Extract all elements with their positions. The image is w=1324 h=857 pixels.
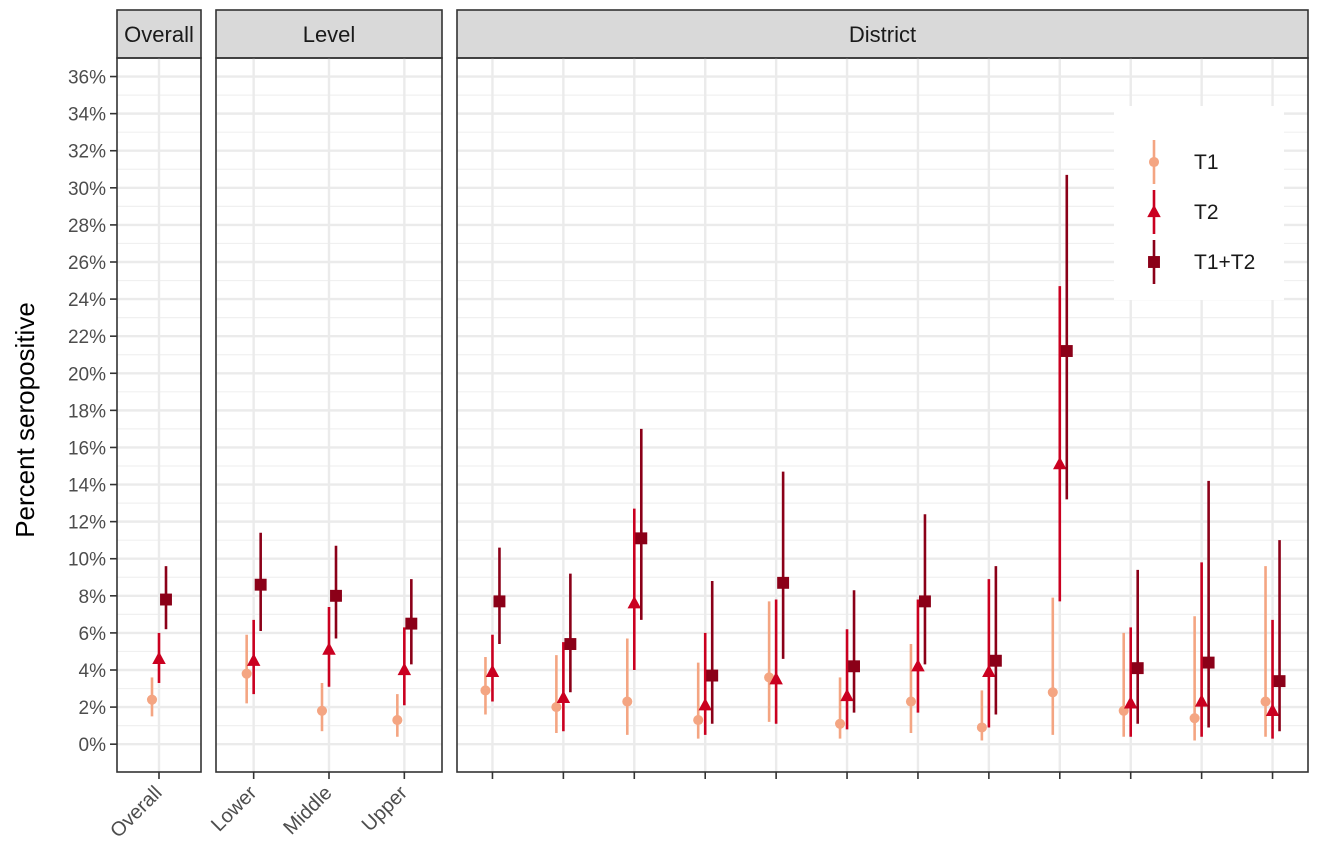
data-point [989, 654, 1002, 667]
data-point [976, 722, 987, 733]
data-point [564, 638, 577, 650]
x-tick-label: Lower [207, 782, 261, 836]
y-tick-label: 32% [68, 142, 106, 163]
data-point [556, 690, 571, 703]
data-point [405, 617, 418, 630]
data-point [480, 685, 491, 696]
series-t1plust2 [493, 174, 1286, 732]
data-point [764, 672, 775, 683]
y-axis: 0% 2% 4% 6% 8% 10% 12% 14% 16% 18% 20% 22% 24% 26% 28%… [68, 68, 117, 756]
data-point [1265, 703, 1280, 716]
legend-label: T1 [1194, 151, 1219, 174]
data-point [777, 576, 790, 589]
y-tick-label: 10% [68, 550, 106, 571]
data-point [322, 642, 336, 655]
data-point [848, 660, 860, 673]
data-point [982, 664, 996, 677]
y-tick-label: 36% [68, 68, 106, 89]
data-point [622, 696, 633, 707]
series-t1 [146, 677, 158, 717]
data-point [911, 658, 925, 672]
data-point [769, 671, 783, 685]
data-point [698, 697, 712, 711]
series-t1plust2 [254, 532, 418, 665]
data-point [905, 696, 916, 707]
facet-overall: Overall Overall [106, 9, 202, 842]
series-t1 [241, 634, 403, 737]
y-tick-label: 6% [79, 624, 107, 645]
data-point [160, 593, 172, 606]
y-tick-label: 4% [79, 661, 107, 682]
legend-label: T1+T2 [1194, 251, 1255, 274]
data-point [706, 669, 719, 682]
y-tick-label: 34% [68, 105, 106, 126]
facet-strip [116, 9, 202, 59]
data-point [1273, 675, 1286, 688]
data-point [835, 718, 846, 729]
legend-key-marker [1147, 204, 1161, 218]
series-t2 [152, 632, 166, 683]
y-axis-title: Percent seropositive [10, 302, 40, 538]
data-point [840, 688, 854, 702]
data-point [693, 715, 704, 726]
data-point [1202, 656, 1215, 669]
data-point [493, 595, 506, 608]
data-point [919, 595, 931, 608]
y-tick-label: 28% [68, 216, 106, 237]
data-point [485, 664, 500, 677]
panel-border [456, 57, 1309, 773]
y-tick-label: 20% [68, 364, 106, 385]
x-tick-label: Overall [106, 782, 166, 842]
data-point [1047, 687, 1058, 698]
x-tick-label: Upper [358, 782, 412, 836]
legend-key-marker [1148, 156, 1160, 168]
data-point [146, 694, 158, 705]
data-point [1194, 694, 1209, 707]
legend-key-marker [1148, 256, 1160, 268]
data-point [1053, 456, 1067, 470]
legend-box [1114, 106, 1284, 300]
data-point [316, 705, 328, 716]
legend-label: T2 [1194, 201, 1219, 224]
y-tick-label: 16% [68, 438, 106, 459]
y-tick-label: 14% [68, 476, 106, 497]
data-point [627, 595, 642, 609]
series-t1plust2 [160, 566, 172, 630]
data-point [330, 589, 342, 602]
y-tick-label: 2% [79, 698, 107, 719]
series-t2 [485, 286, 1280, 739]
facet-level: Level Lower Middle Upper [207, 9, 443, 839]
data-point [254, 578, 267, 591]
series-t1 [480, 566, 1271, 741]
y-tick-label: 0% [79, 735, 107, 756]
data-point [392, 715, 403, 726]
data-point [152, 651, 166, 665]
y-tick-label: 22% [68, 327, 106, 348]
data-point [246, 653, 261, 666]
y-tick-label: 12% [68, 513, 106, 534]
legend: T1 T2 T1+T2 [1114, 106, 1284, 300]
facet-strip [215, 9, 443, 59]
data-point [1131, 662, 1144, 675]
facet-strip-label: Overall [124, 22, 194, 47]
data-point [1060, 345, 1073, 357]
y-tick-label: 8% [79, 587, 107, 608]
facet-strip-label: Level [303, 22, 356, 47]
facet-strip [456, 9, 1309, 59]
data-point [551, 702, 562, 713]
y-tick-label: 26% [68, 253, 106, 274]
data-point [397, 662, 412, 676]
series-t2 [246, 606, 412, 706]
data-point [1123, 696, 1138, 709]
x-tick-label: Middle [279, 782, 336, 839]
data-point [1189, 713, 1200, 724]
y-tick-label: 24% [68, 290, 106, 311]
data-point [241, 668, 252, 679]
data-point [1260, 696, 1271, 707]
data-point [635, 532, 648, 545]
facet-strip-label: District [849, 22, 916, 47]
y-tick-label: 30% [68, 179, 106, 200]
y-tick-label: 18% [68, 401, 106, 422]
